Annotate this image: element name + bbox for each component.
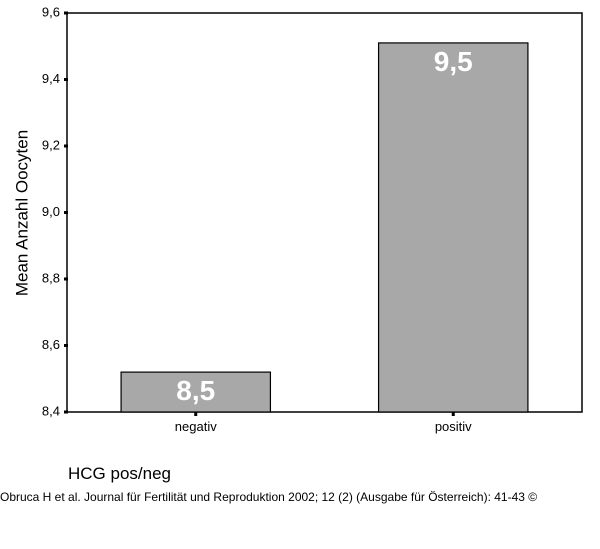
y-tick-label: 8,4	[42, 403, 60, 418]
y-tick-label: 8,6	[42, 337, 60, 352]
y-axis: 8,4 8,6 8,8 9,0 9,2 9,4 9,6	[42, 4, 68, 418]
bar-value-label: 8,5	[176, 375, 215, 406]
x-tick-label: positiv	[435, 419, 472, 434]
y-tick-label: 9,0	[42, 204, 60, 219]
citation-text: Obruca H et al. Journal für Fertilität u…	[0, 490, 538, 504]
x-axis: negativ positiv	[175, 411, 472, 434]
bar-chart: 8,4 8,6 8,8 9,0 9,2 9,4 9,6 negativ positiv 8,5…	[12, 4, 583, 483]
x-tick-label: negativ	[175, 419, 217, 434]
y-tick-label: 8,8	[42, 270, 60, 285]
bar-value-label: 9,5	[434, 46, 473, 77]
y-tick-label: 9,2	[42, 137, 60, 152]
bar-negativ	[120, 371, 272, 413]
y-tick-label: 9,4	[42, 71, 60, 86]
bar-positiv	[377, 42, 529, 413]
y-tick-label: 9,6	[42, 4, 60, 19]
y-axis-title: Mean Anzahl Oocyten	[12, 130, 31, 296]
bars: 8,5 9,5	[120, 42, 529, 413]
x-axis-title: HCG pos/neg	[68, 464, 171, 483]
